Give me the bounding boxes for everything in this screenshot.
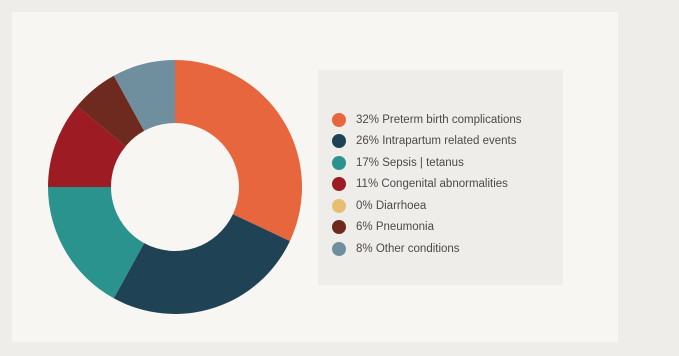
legend-swatch <box>332 177 346 192</box>
legend-label: 26% Intrapartum related events <box>356 135 517 148</box>
legend-item: 26% Intrapartum related events <box>332 131 563 153</box>
legend-item: 17% Sepsis | tetanus <box>332 152 563 174</box>
legend-label: 32% Preterm birth complications <box>356 113 522 126</box>
donut-slice-intrapartum-related-events <box>113 214 290 315</box>
legend-label: 0% Diarrhoea <box>356 199 427 212</box>
legend-item: 6% Pneumonia <box>332 217 563 239</box>
legend-item: 0% Diarrhoea <box>332 195 563 217</box>
legend-item: 32% Preterm birth complications <box>332 109 563 131</box>
legend-list: 32% Preterm birth complications 26% Intr… <box>318 70 563 260</box>
legend-label: 17% Sepsis | tetanus <box>356 156 464 169</box>
legend-label: 11% Congenital abnormalities <box>356 178 508 191</box>
donut-slice-sepsis-tetanus <box>48 187 145 299</box>
legend-swatch <box>332 112 346 127</box>
donut-slice-congenital-abnormalities <box>48 106 126 187</box>
legend-item: 11% Congenital abnormalities <box>332 174 563 196</box>
legend-swatch <box>332 198 346 213</box>
legend-swatch <box>332 134 346 149</box>
legend-swatch <box>332 220 346 235</box>
donut-slice-pneumonia <box>77 75 145 147</box>
legend-label: 6% Pneumonia <box>356 221 434 234</box>
legend: 32% Preterm birth complications 26% Intr… <box>318 70 563 285</box>
legend-label: 8% Other conditions <box>356 242 460 255</box>
legend-swatch <box>332 241 346 256</box>
legend-swatch <box>332 155 346 170</box>
donut-slice-preterm-birth-complications <box>175 60 302 242</box>
donut-slice-other-conditions <box>113 60 175 131</box>
legend-item: 8% Other conditions <box>332 238 563 260</box>
